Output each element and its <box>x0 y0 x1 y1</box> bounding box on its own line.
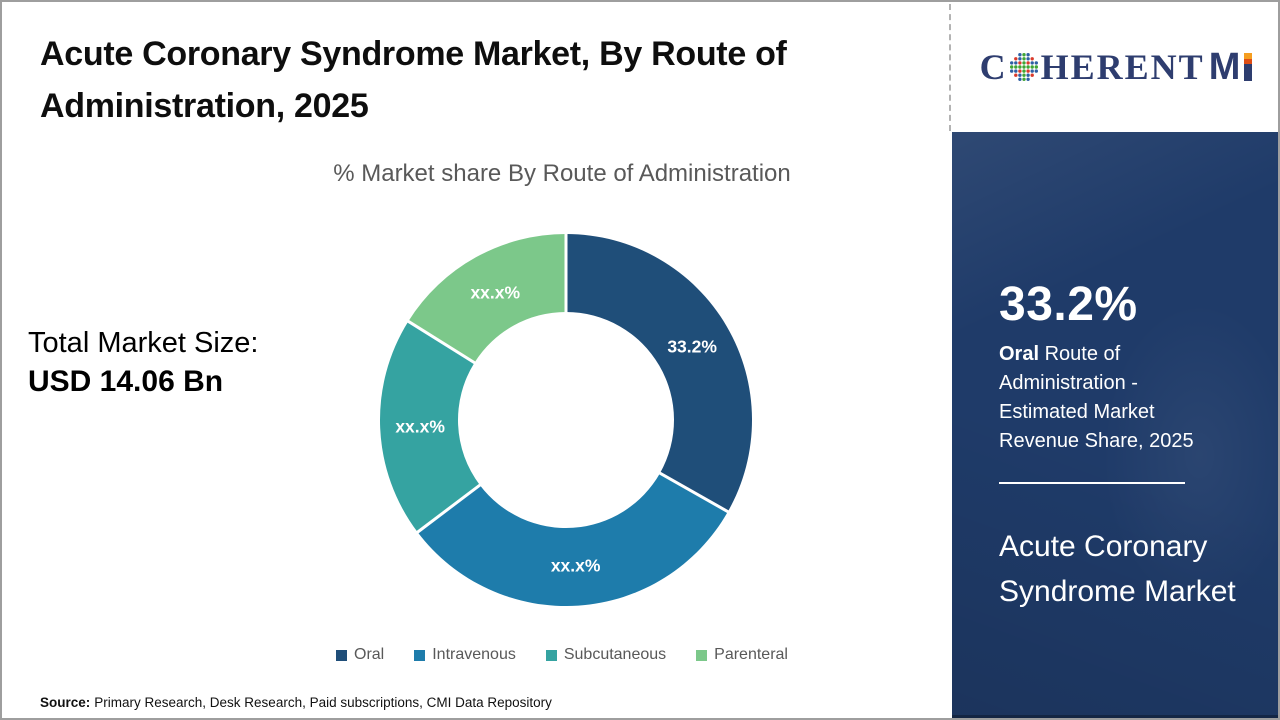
legend-item-oral: Oral <box>336 646 384 664</box>
oral-share-description-rest: Route of Administration - Estimated Mark… <box>999 343 1194 452</box>
chart-subtitle: % Market share By Route of Administratio… <box>333 160 791 187</box>
globe-dot <box>1017 69 1022 73</box>
globe-dot <box>1021 77 1026 81</box>
globe-dot <box>1009 61 1014 65</box>
globe-dot <box>1013 57 1018 61</box>
globe-dot <box>1017 73 1022 77</box>
total-market-size-label: Total Market Size: <box>28 327 259 359</box>
globe-dot <box>1026 57 1030 61</box>
globe-dot <box>1026 77 1030 81</box>
globe-dot <box>1021 53 1026 57</box>
page-title-line2: Administration, 2025 <box>40 87 369 125</box>
globe-dot <box>1026 53 1030 57</box>
side-panel-content: 33.2% Oral Route of Administration - Est… <box>952 132 1278 614</box>
donut-segment-label: xx.x% <box>395 416 445 436</box>
logo-box: C HERENT M <box>952 2 1278 132</box>
donut-segment-subcutaneous <box>380 321 480 533</box>
globe-dot <box>1026 69 1030 73</box>
donut-chart: 33.2% xx.x% xx.x% xx.x% <box>371 225 761 615</box>
globe-dot <box>1009 65 1014 69</box>
legend-item-subcutaneous: Subcutaneous <box>545 646 667 664</box>
globe-dot <box>1030 69 1034 73</box>
globe-dot <box>1026 73 1030 77</box>
donut-chart-svg: 33.2% xx.x% xx.x% xx.x% <box>380 233 752 606</box>
globe-dot <box>1021 73 1026 77</box>
segment-gap-line <box>415 482 483 534</box>
dashed-divider <box>949 4 951 131</box>
panel-divider <box>999 482 1185 484</box>
globe-dot <box>1021 65 1026 69</box>
globe-dot <box>1030 57 1034 61</box>
legend-item-parenteral: Parenteral <box>696 646 788 664</box>
globe-dot <box>1034 69 1038 73</box>
globe-dot <box>1030 73 1034 77</box>
logo-text-herent: HERENT <box>1040 47 1205 87</box>
market-name: Acute Coronary Syndrome Market <box>999 530 1236 608</box>
source-text: Primary Research, Desk Research, Paid su… <box>94 695 552 710</box>
chart-legend: Oral Intravenous Subcutaneous Parenteral <box>142 646 982 664</box>
globe-dots-icon <box>1009 53 1038 81</box>
legend-swatch-oral <box>336 649 347 661</box>
globe-dot <box>1021 57 1026 61</box>
legend-swatch-parenteral <box>696 649 708 661</box>
donut-segment-intravenous <box>417 473 728 606</box>
side-panel: 33.2% Oral Route of Administration - Est… <box>952 132 1278 718</box>
globe-dot <box>1013 69 1018 73</box>
legend-label-subcutaneous: Subcutaneous <box>563 646 667 663</box>
globe-dot <box>1034 65 1038 69</box>
oral-share-stat: 33.2% <box>999 278 1138 331</box>
globe-dot <box>1017 77 1022 81</box>
oral-share-description: Oral Route of Administration - Estimated… <box>999 340 1204 456</box>
logo-striped-i-icon <box>1244 52 1253 81</box>
globe-dot <box>1034 61 1038 65</box>
globe-dot <box>1017 57 1022 61</box>
donut-segment-label: xx.x% <box>470 282 520 302</box>
total-market-size: Total Market Size: USD 14.06 Bn <box>28 324 258 402</box>
donut-segment-label: 33.2% <box>667 336 717 356</box>
globe-dot <box>1017 61 1022 65</box>
donut-segment-label: xx.x% <box>551 556 601 576</box>
globe-dot <box>1026 65 1030 69</box>
globe-dot <box>1026 61 1030 65</box>
legend-item-intravenous: Intravenous <box>414 646 516 664</box>
coherentmi-logo: C HERENT M <box>980 46 1253 89</box>
total-market-size-value: USD 14.06 Bn <box>28 365 224 398</box>
globe-dot <box>1021 61 1026 65</box>
source-label: Source: <box>40 695 91 710</box>
globe-dot <box>1009 69 1014 73</box>
donut-segment-oral <box>566 234 752 512</box>
page-title-line1: Acute Coronary Syndrome Market, By Route… <box>40 35 787 73</box>
oral-share-description-bold: Oral <box>999 343 1040 365</box>
legend-label-parenteral: Parenteral <box>714 646 788 663</box>
globe-dot <box>1013 73 1018 77</box>
legend-label-oral: Oral <box>354 646 385 663</box>
globe-dot <box>1017 65 1022 69</box>
globe-dot <box>1030 61 1034 65</box>
globe-dot <box>1013 61 1018 65</box>
globe-dot <box>1013 65 1018 69</box>
legend-label-intravenous: Intravenous <box>432 646 516 663</box>
globe-dot <box>1030 65 1034 69</box>
segment-gap-line <box>406 319 477 366</box>
donut-segment-parenteral <box>408 234 566 363</box>
source-line: Source: Primary Research, Desk Research, … <box>40 695 552 710</box>
legend-swatch-intravenous <box>414 649 426 661</box>
logo-text-m: M <box>1208 45 1241 88</box>
logo-text-c: C <box>979 47 1008 87</box>
globe-dot <box>1021 69 1026 73</box>
legend-swatch-subcutaneous <box>545 649 557 661</box>
segment-gap-line <box>657 470 730 514</box>
page-title: Acute Coronary Syndrome Market, By Route… <box>40 28 920 132</box>
globe-dot <box>1017 53 1022 57</box>
